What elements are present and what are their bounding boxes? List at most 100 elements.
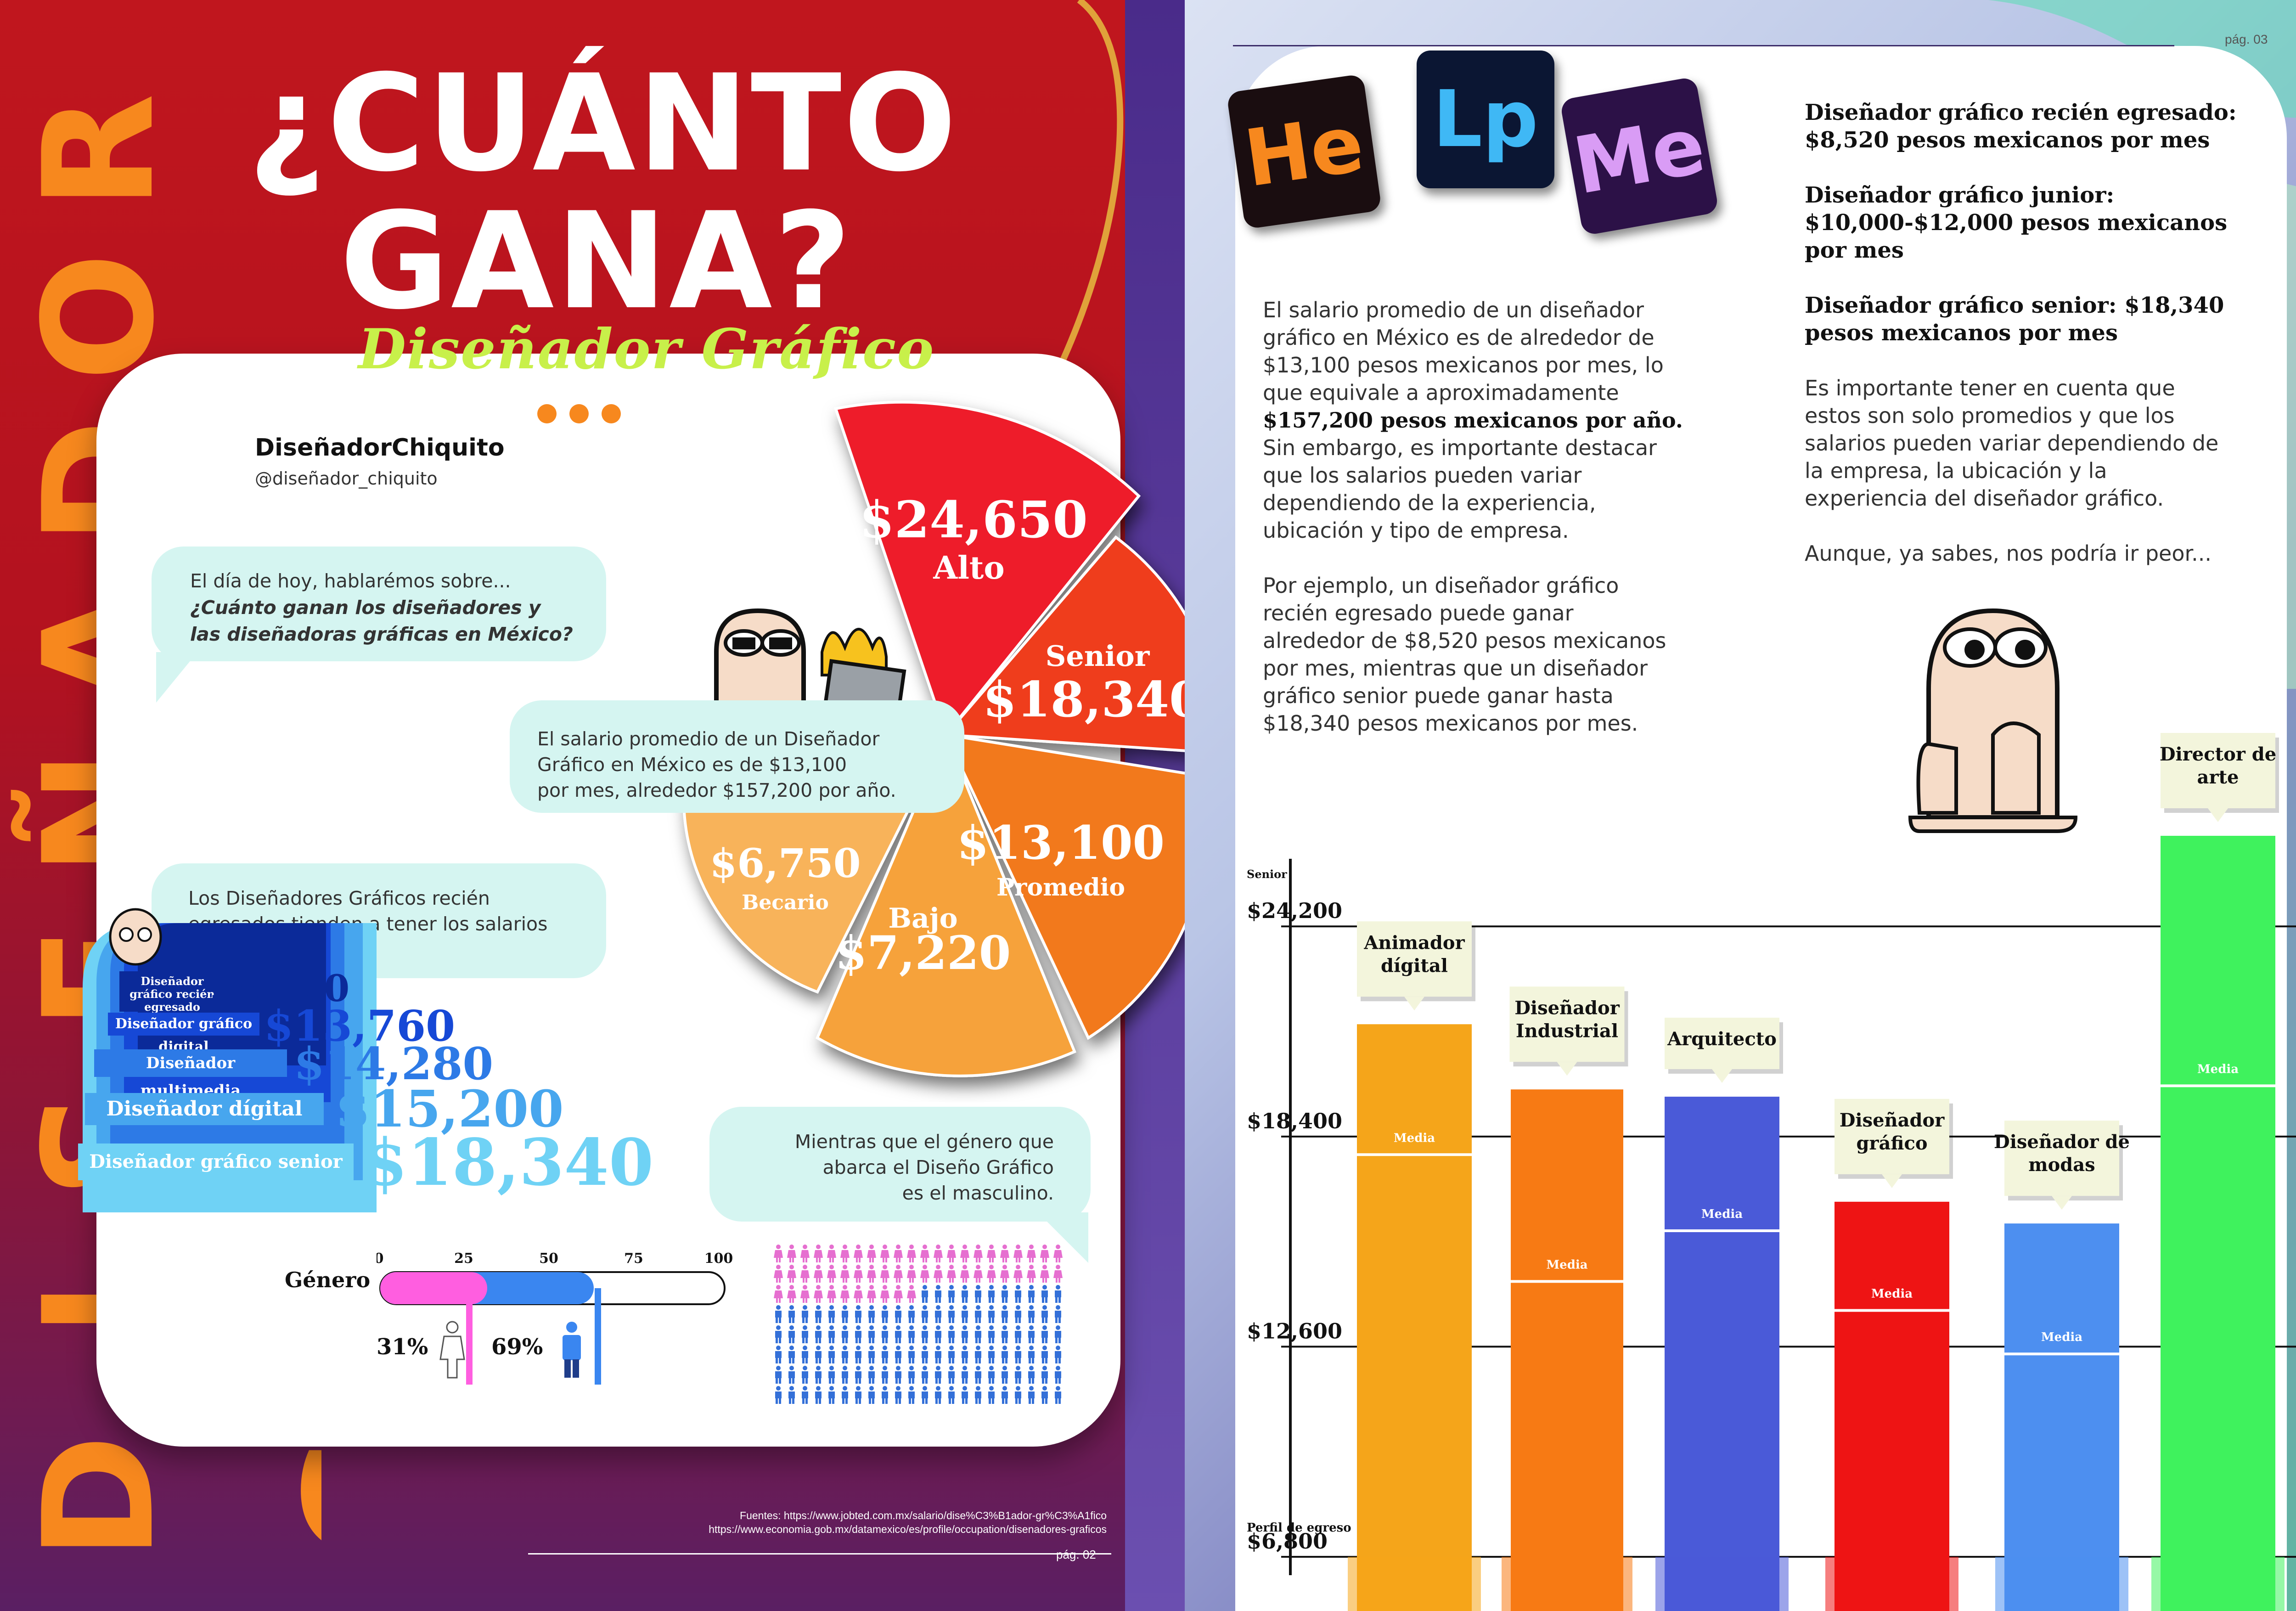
- stair-label: Diseñador gráfico recién egresado: [119, 971, 225, 1014]
- male-person-icon: [882, 1346, 888, 1363]
- bar: [2161, 836, 2275, 1611]
- text-line: experiencia del diseñador gráfico.: [1805, 486, 2164, 511]
- male-person-icon: [935, 1346, 941, 1363]
- category-label-box: [1835, 1098, 1949, 1174]
- text-line: gráfico en México es de alrededor de: [1263, 325, 1654, 350]
- male-person-icon: [988, 1305, 995, 1323]
- bubble-text: El salario promedio de un Diseñador: [537, 728, 880, 750]
- male-person-icon: [1055, 1346, 1061, 1363]
- category-label: Diseñador: [1514, 997, 1620, 1019]
- male-person-icon: [1002, 1346, 1008, 1363]
- male-person-icon: [828, 1305, 835, 1323]
- vertical-letter: R: [11, 93, 187, 210]
- male-person-icon: [1015, 1346, 1021, 1363]
- male-person-icon: [1028, 1366, 1035, 1384]
- female-person-icon: [1013, 1265, 1023, 1283]
- male-person-icon: [828, 1386, 835, 1404]
- source-link[interactable]: https://www.economia.gob.mx/datamexico/e…: [709, 1523, 1107, 1535]
- male-person-icon: [1015, 1305, 1021, 1323]
- female-person-icon: [800, 1265, 810, 1283]
- male-person-icon: [882, 1305, 888, 1323]
- female-person-icon: [867, 1265, 876, 1283]
- gender-tick: 0: [377, 1250, 383, 1267]
- sitting-character: [1908, 608, 2078, 833]
- male-person-icon: [868, 1386, 875, 1404]
- male-person-icon: [842, 1366, 848, 1384]
- male-person-icon: [1015, 1366, 1021, 1384]
- summary-line: Diseñador gráfico recién egresado:: [1805, 100, 2237, 125]
- female-person-icon: [840, 1265, 850, 1283]
- male-person-icon: [1028, 1325, 1035, 1343]
- male-person-icon: [775, 1366, 782, 1384]
- text-line: recién egresado puede ganar: [1263, 601, 1574, 625]
- bubble-text: por mes, alrededor $157,200 por año.: [537, 779, 896, 801]
- pie-label: Alto: [933, 550, 1004, 586]
- axis-top-label: Senior: [1247, 867, 1287, 881]
- male-percent: 69%: [491, 1334, 543, 1360]
- male-person-icon: [975, 1386, 981, 1404]
- text-line: Sin embargo, es importante destacar: [1263, 435, 1657, 460]
- male-person-icon: [788, 1386, 795, 1404]
- media-label: Media: [1871, 1287, 1913, 1301]
- male-person-icon: [948, 1366, 955, 1384]
- female-person-icon: [827, 1265, 836, 1283]
- category-label: gráfico: [1856, 1132, 1927, 1154]
- male-person-icon: [948, 1346, 955, 1363]
- bubble-tail: [156, 652, 197, 703]
- bubble-text: ¿Cuánto ganan los diseñadores y: [190, 597, 541, 619]
- pie-label: Promedio: [996, 873, 1125, 901]
- y-tick-label: $12,600: [1247, 1318, 1342, 1343]
- male-person-icon: [948, 1386, 955, 1404]
- female-person-icon: [960, 1265, 969, 1283]
- male-person-icon: [1015, 1285, 1021, 1303]
- female-person-icon: [880, 1285, 889, 1303]
- female-person-icon: [934, 1265, 943, 1283]
- male-person-icon: [1041, 1346, 1048, 1363]
- sources: Fuentes: https://www.jobted.com.mx/salar…: [606, 1509, 1107, 1536]
- pie-label: Senior: [1046, 639, 1150, 673]
- label-pointer: [2052, 1196, 2072, 1210]
- category-label: Diseñador de: [1994, 1131, 2130, 1153]
- label-pointer: [1557, 1062, 1577, 1076]
- male-person-icon: [895, 1366, 901, 1384]
- female-person-icon: [814, 1265, 823, 1283]
- male-person-icon: [882, 1386, 888, 1404]
- female-person-icon: [880, 1265, 889, 1283]
- male-person-icon: [948, 1305, 955, 1323]
- male-person-icon: [935, 1366, 941, 1384]
- category-label: arte: [2197, 766, 2239, 788]
- source-link[interactable]: Fuentes: https://www.jobted.com.mx/salar…: [740, 1510, 1107, 1521]
- footer-rule: [528, 1553, 1111, 1555]
- stair-amount: $13,760: [264, 1001, 456, 1051]
- female-person-icon: [974, 1265, 983, 1283]
- female-person-icon: [920, 1265, 929, 1283]
- female-person-icon: [814, 1245, 823, 1262]
- text-line-bold: $157,200 pesos mexicanos por año.: [1263, 408, 1683, 433]
- handle-name: DiseñadorChiquito: [255, 434, 505, 462]
- male-person-icon: [842, 1325, 848, 1343]
- people-grid: [774, 1245, 1063, 1404]
- male-person-icon: [775, 1386, 782, 1404]
- female-person-icon: [1027, 1245, 1036, 1262]
- male-person-icon: [962, 1366, 968, 1384]
- label-pointer: [1882, 1174, 1902, 1188]
- male-person-icon: [855, 1386, 861, 1404]
- male-person-icon: [895, 1386, 901, 1404]
- male-person-icon: [802, 1325, 808, 1343]
- gender-tick: 100: [704, 1250, 733, 1267]
- male-person-icon: [1002, 1366, 1008, 1384]
- male-person-icon: [815, 1346, 822, 1363]
- male-person-icon: [922, 1305, 928, 1323]
- female-person-icon: [840, 1285, 850, 1303]
- male-person-icon: [1041, 1325, 1048, 1343]
- category-label-box: [2004, 1121, 2119, 1196]
- female-person-icon: [840, 1245, 850, 1262]
- page-number: pág. 02: [1056, 1548, 1096, 1561]
- male-person-icon: [775, 1305, 782, 1323]
- male-person-icon: [935, 1386, 941, 1404]
- speech-bubble-average: El salario promedio de un Diseñador Gráf…: [510, 700, 964, 813]
- male-person-icon: [828, 1325, 835, 1343]
- male-person-icon: [1041, 1305, 1048, 1323]
- media-label: Media: [1394, 1131, 1435, 1145]
- female-person-icon: [1040, 1245, 1049, 1262]
